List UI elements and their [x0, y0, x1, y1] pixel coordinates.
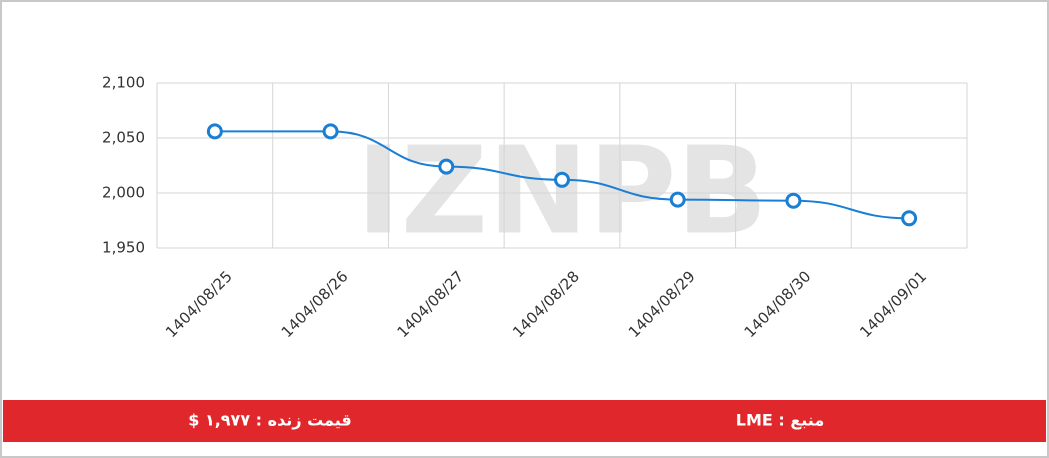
y-tick-label: 2,100 — [102, 74, 145, 92]
y-tick-label: 2,050 — [102, 129, 145, 147]
point — [901, 210, 918, 227]
point — [785, 192, 802, 209]
footer-source: منبع : LME — [736, 411, 824, 430]
watermark: IZNPB — [356, 123, 768, 262]
y-tick-label: 2,000 — [102, 184, 145, 202]
footer-bar — [3, 400, 1046, 442]
footer-price: قیمت زنده : ۱,۹۷۷ $ — [188, 411, 352, 430]
point — [554, 171, 570, 188]
point — [322, 123, 339, 140]
point — [669, 191, 686, 208]
point — [438, 158, 455, 175]
y-tick-label: 1,950 — [102, 239, 145, 257]
point — [206, 123, 223, 140]
